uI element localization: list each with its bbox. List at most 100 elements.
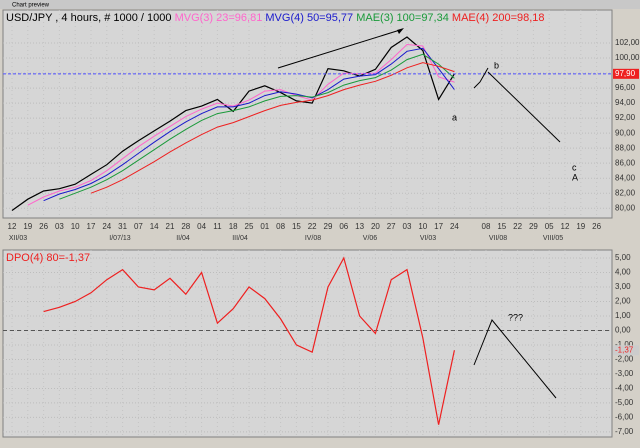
period-label: XII/03: [9, 235, 27, 242]
y-tick-label: 102,00: [615, 38, 640, 47]
y-tick-label: 0,00: [615, 326, 631, 335]
x-tick-label: 01: [260, 222, 269, 231]
period-label: VII/08: [489, 235, 507, 242]
legend-entry: MVG(4) 50=95,77: [265, 12, 353, 24]
x-tick-label: 29: [529, 222, 538, 231]
series-line: [43, 256, 455, 425]
x-tick-label: 24: [450, 222, 459, 231]
x-tick-label: 03: [55, 222, 64, 231]
chart-title: USD/JPY , 4 hours, # 1000 / 1000: [6, 12, 172, 24]
x-tick-label: 12: [8, 222, 17, 231]
x-tick-label: 24: [102, 222, 111, 231]
x-tick-label: 19: [23, 222, 32, 231]
annotation: ???: [508, 312, 523, 322]
trend-line: [277, 29, 401, 69]
y-tick-label: 92,00: [615, 113, 636, 122]
legend-entry: MAE(3) 100=97,34: [356, 12, 449, 24]
y-tick-label: -3,00: [615, 369, 634, 378]
legend-entry: MAE(4) 200=98,18: [452, 12, 545, 24]
x-tick-label: 08: [276, 222, 285, 231]
x-tick-label: 03: [403, 222, 412, 231]
x-tick-label: 12: [561, 222, 570, 231]
x-tick-label: 10: [418, 222, 427, 231]
y-tick-label: -5,00: [615, 398, 634, 407]
x-tick-label: 13: [355, 222, 364, 231]
annotation: b: [494, 60, 499, 70]
period-label: V/06: [363, 235, 378, 242]
x-tick-label: 07: [134, 222, 143, 231]
chart-legend: DPO(4) 80=-1,37: [6, 252, 90, 264]
period-label: II/04: [176, 235, 190, 242]
x-tick-label: 26: [39, 222, 48, 231]
x-tick-label: 04: [197, 222, 206, 231]
annotation: c: [572, 162, 577, 172]
x-tick-label: 29: [324, 222, 333, 231]
y-tick-label: -7,00: [615, 427, 634, 436]
annotation: A: [572, 172, 578, 182]
period-label: VIII/05: [543, 235, 563, 242]
last-value-box: [613, 345, 639, 356]
window-title: Chart preview: [12, 3, 50, 9]
dpo-panel: [2, 249, 613, 438]
series-line: [59, 53, 455, 200]
x-tick-label: 10: [71, 222, 80, 231]
title-bar: [0, 0, 640, 9]
x-tick-label: 15: [497, 222, 506, 231]
series-line: [11, 36, 455, 211]
x-tick-label: 17: [87, 222, 96, 231]
y-tick-label: -2,00: [615, 355, 634, 364]
last-value-box: [613, 68, 639, 79]
chart-legend: USD/JPY , 4 hours, # 1000 / 1000 MVG(3) …: [6, 12, 545, 24]
x-tick-label: 22: [513, 222, 522, 231]
y-tick-label: 3,00: [615, 282, 631, 291]
dpo-projection: [473, 319, 557, 399]
y-tick-label: 90,00: [615, 128, 636, 137]
series-line: [43, 47, 455, 202]
y-tick-label: 86,00: [615, 158, 636, 167]
y-tick-label: 1,00: [615, 311, 631, 320]
wave-c: [487, 71, 561, 143]
y-tick-label: -6,00: [615, 413, 634, 422]
x-tick-label: 20: [371, 222, 380, 231]
y-tick-label: 82,00: [615, 188, 636, 197]
chart-title: DPO(4) 80=-1,37: [6, 252, 90, 264]
period-label: I/07/13: [109, 235, 131, 242]
x-tick-label: 06: [339, 222, 348, 231]
x-tick-label: 05: [545, 222, 554, 231]
y-tick-label: -4,00: [615, 384, 634, 393]
x-tick-label: 11: [213, 222, 222, 231]
price-panel: [2, 9, 613, 219]
y-tick-label: 94,00: [615, 98, 636, 107]
x-tick-label: 15: [292, 222, 301, 231]
period-label: VI/03: [420, 235, 436, 242]
period-label: IV/08: [305, 235, 321, 242]
y-tick-label: 96,00: [615, 83, 636, 92]
x-tick-label: 19: [576, 222, 585, 231]
y-tick-label: 88,00: [615, 143, 636, 152]
annotation: a: [452, 112, 457, 122]
period-label: III/04: [232, 235, 248, 242]
series-line: [27, 43, 455, 206]
y-tick-label: 2,00: [615, 297, 631, 306]
last-value-label: -1,37: [615, 345, 634, 354]
y-tick-label: 84,00: [615, 173, 636, 182]
y-tick-label: -1,00: [615, 340, 634, 349]
x-tick-label: 17: [434, 222, 443, 231]
x-tick-label: 22: [308, 222, 317, 231]
wave-b: [473, 67, 489, 89]
y-tick-label: 4,00: [615, 268, 631, 277]
legend-entry: MVG(3) 23=96,81: [175, 12, 263, 24]
x-tick-label: 27: [387, 222, 396, 231]
x-tick-label: 28: [181, 222, 190, 231]
x-tick-label: 25: [245, 222, 254, 231]
last-value-label: 97,90: [615, 69, 636, 78]
x-tick-label: 14: [150, 222, 159, 231]
x-tick-label: 21: [166, 222, 175, 231]
x-tick-label: 31: [118, 222, 127, 231]
y-tick-label: 5,00: [615, 253, 631, 262]
x-tick-label: 08: [482, 222, 491, 231]
y-tick-label: 100,00: [615, 53, 640, 62]
x-tick-label: 18: [229, 222, 238, 231]
x-tick-label: 26: [592, 222, 601, 231]
